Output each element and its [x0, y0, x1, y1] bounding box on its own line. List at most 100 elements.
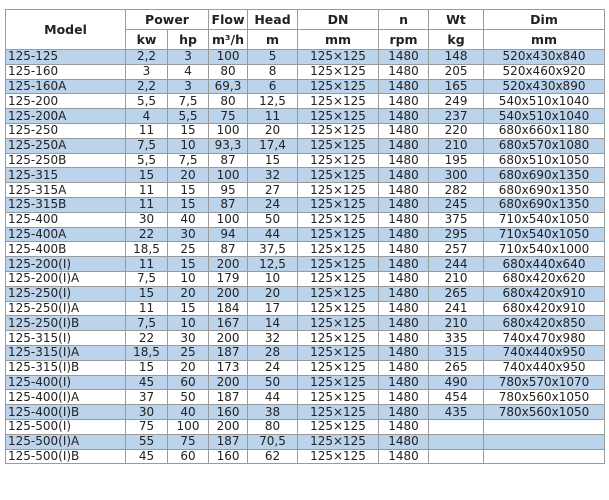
cell-dim: 780x560x1050 [483, 389, 606, 406]
cell-dim [483, 448, 606, 465]
cell-model: 125-400 [5, 211, 126, 228]
cell-wt [428, 448, 485, 465]
cell-dim: 780x570x1070 [483, 374, 606, 391]
cell-dim: 740x440x950 [483, 344, 606, 361]
cell-dim: 680x690x1350 [483, 196, 606, 213]
cell-hp: 10 [166, 315, 210, 332]
cell-model: 125-250(I) [5, 285, 126, 302]
cell-dn: 125×125 [297, 374, 380, 391]
table-row: 125-250B 5,5 7,5 87 15 125×125 1480 195 680x510x… [5, 152, 606, 169]
cell-rpm: 1480 [378, 300, 430, 317]
cell-wt: 490 [428, 374, 485, 391]
cell-kw: 7,5 [125, 315, 168, 332]
cell-flow: 87 [208, 241, 249, 258]
cell-dn: 125×125 [297, 78, 380, 95]
cell-wt: 335 [428, 330, 485, 346]
cell-flow: 200 [208, 374, 249, 391]
table-row: 125-315B 11 15 87 24 125×125 1480 245 680x690x13… [5, 196, 606, 213]
cell-kw: 37 [125, 389, 168, 406]
table-row: 125-400(I)B 30 40 160 38 125×125 1480 435 780x56… [5, 404, 606, 420]
table-row: 125-400(I) 45 60 200 50 125×125 1480 490 780x570… [5, 374, 606, 391]
cell-dn: 125×125 [297, 285, 380, 302]
cell-dn: 125×125 [297, 182, 380, 198]
cell-model: 125-500(I)A [5, 433, 126, 450]
table-row: 125-250 11 15 100 20 125×125 1480 220 680x660x11… [5, 122, 606, 139]
cell-rpm: 1480 [378, 241, 430, 258]
cell-kw: 45 [125, 374, 168, 391]
cell-dim: 680x420x850 [483, 315, 606, 332]
cell-head: 62 [247, 448, 299, 465]
cell-rpm: 1480 [378, 256, 430, 272]
cell-hp: 20 [166, 285, 210, 302]
cell-flow: 167 [208, 315, 249, 332]
header-dim: Dim [483, 9, 606, 30]
cell-rpm: 1480 [378, 315, 430, 332]
cell-dn: 125×125 [297, 433, 380, 450]
cell-kw: 7,5 [125, 270, 168, 287]
cell-head: 44 [247, 389, 299, 406]
cell-dim: 680x420x620 [483, 270, 606, 287]
table-row: 125-315 15 20 100 32 125×125 1480 300 680x690x13… [5, 167, 606, 184]
cell-head: 24 [247, 359, 299, 376]
cell-head: 50 [247, 211, 299, 228]
cell-hp: 15 [166, 256, 210, 272]
cell-flow: 200 [208, 330, 249, 346]
cell-hp: 20 [166, 167, 210, 184]
header-wt: Wt [428, 9, 485, 30]
cell-hp: 7,5 [166, 152, 210, 169]
cell-wt: 165 [428, 78, 485, 95]
cell-model: 125-250(I)A [5, 300, 126, 317]
header-model: Model [5, 9, 126, 50]
unit-kw: kw [125, 29, 168, 50]
cell-hp: 3 [166, 49, 210, 65]
header-row-units: kw hp m³/h m mm rpm kg mm [6, 29, 606, 50]
cell-rpm: 1480 [378, 285, 430, 302]
cell-hp: 40 [166, 404, 210, 420]
cell-kw: 11 [125, 182, 168, 198]
cell-rpm: 1480 [378, 137, 430, 154]
cell-hp: 25 [166, 241, 210, 258]
cell-kw: 45 [125, 448, 168, 465]
cell-wt: 282 [428, 182, 485, 198]
cell-kw: 15 [125, 359, 168, 376]
cell-dim: 520x430x890 [483, 78, 606, 95]
cell-kw: 3 [125, 63, 168, 80]
cell-head: 5 [247, 49, 299, 65]
cell-dn: 125×125 [297, 167, 380, 184]
cell-wt: 295 [428, 226, 485, 243]
cell-kw: 11 [125, 122, 168, 139]
table-row: 125-500(I)A 55 75 187 70,5 125×125 1480 [5, 433, 606, 450]
cell-head: 20 [247, 122, 299, 139]
cell-dim: 780x560x1050 [483, 404, 606, 420]
cell-kw: 11 [125, 196, 168, 213]
cell-head: 32 [247, 330, 299, 346]
cell-model: 125-400(I)B [5, 404, 126, 420]
cell-model: 125-250 [5, 122, 126, 139]
cell-rpm: 1480 [378, 359, 430, 376]
cell-model: 125-200 [5, 93, 126, 110]
cell-head: 8 [247, 63, 299, 80]
cell-hp: 75 [166, 433, 210, 450]
cell-wt: 241 [428, 300, 485, 317]
cell-dim: 680x660x1180 [483, 122, 606, 139]
table-row: 125-315A 11 15 95 27 125×125 1480 282 680x690x13… [5, 182, 606, 198]
cell-kw: 4 [125, 108, 168, 124]
cell-dn: 125×125 [297, 418, 380, 435]
cell-wt: 249 [428, 93, 485, 110]
cell-kw: 30 [125, 211, 168, 228]
cell-flow: 187 [208, 344, 249, 361]
cell-kw: 18,5 [125, 344, 168, 361]
cell-model: 125-315(I)B [5, 359, 126, 376]
cell-wt: 244 [428, 256, 485, 272]
unit-dim: mm [483, 29, 606, 50]
cell-wt: 195 [428, 152, 485, 169]
cell-rpm: 1480 [378, 196, 430, 213]
table-row: 125-250(I)B 7,5 10 167 14 125×125 1480 210 680x4… [5, 315, 606, 332]
cell-hp: 10 [166, 270, 210, 287]
cell-rpm: 1480 [378, 226, 430, 243]
header-head: Head [247, 9, 299, 30]
cell-flow: 184 [208, 300, 249, 317]
table-row: 125-200(I) 11 15 200 12,5 125×125 1480 244 680x4… [5, 256, 606, 272]
cell-head: 15 [247, 152, 299, 169]
cell-flow: 173 [208, 359, 249, 376]
